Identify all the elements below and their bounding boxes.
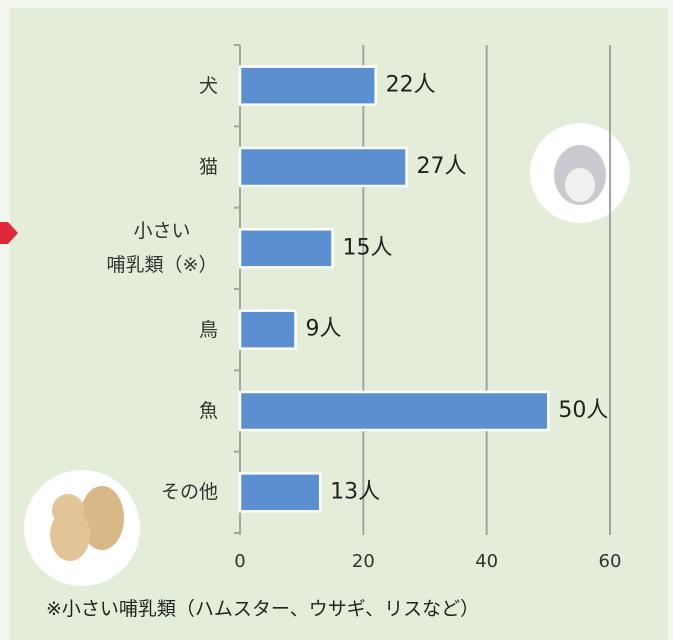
- x-tick-label: 60: [599, 551, 622, 572]
- x-tick-label: 40: [475, 551, 498, 572]
- x-tick-label: 0: [234, 551, 245, 572]
- bar: [240, 148, 407, 186]
- bar: [240, 392, 548, 430]
- data-label: 50人: [558, 398, 608, 423]
- data-label: 9人: [306, 317, 342, 342]
- x-tick-label: 20: [352, 551, 375, 572]
- data-label: 27人: [417, 154, 467, 179]
- data-label: 22人: [386, 73, 436, 98]
- bar: [240, 229, 333, 267]
- page: 0 20 40 60 22人 27人 15人 9人 50人 13人 ※小さい哺乳類（ハムスター、ウ…: [0, 0, 673, 640]
- y-tick-label: 猫: [38, 150, 218, 184]
- bar: [240, 473, 320, 511]
- y-tick-label: 犬: [38, 69, 218, 103]
- data-label: 13人: [330, 479, 380, 504]
- data-label: 15人: [343, 235, 393, 260]
- footnote: ※小さい哺乳類（ハムスター、ウサギ、リスなど）: [46, 594, 479, 621]
- y-tick-label: 小さい 哺乳類（※）: [72, 214, 252, 282]
- y-tick-label: 魚: [38, 394, 218, 428]
- bar: [240, 67, 376, 105]
- hamster-belly: [565, 168, 595, 202]
- y-tick-label: 鳥: [38, 313, 218, 347]
- y-tick-label: その他: [38, 475, 218, 509]
- bar: [240, 311, 296, 349]
